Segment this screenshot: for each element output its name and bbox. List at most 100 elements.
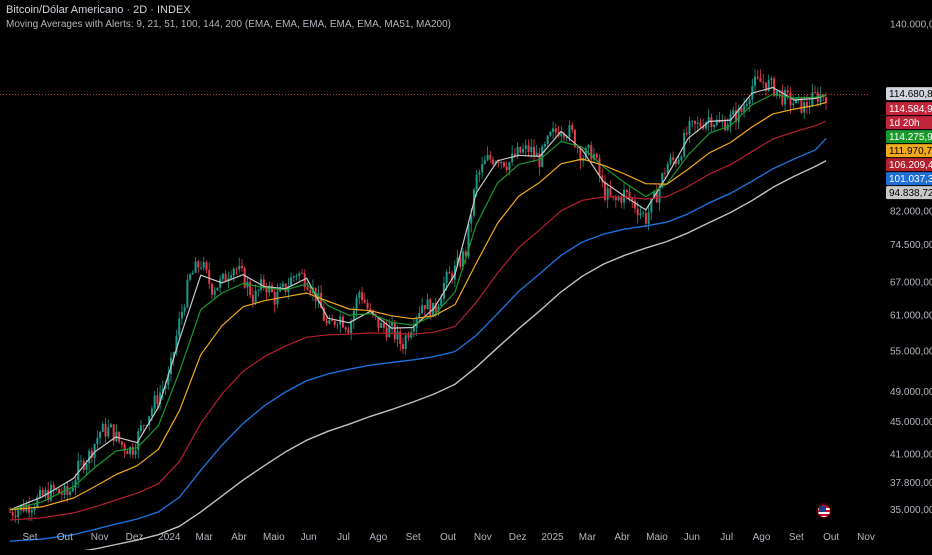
candle-body bbox=[336, 324, 339, 326]
candle-body bbox=[407, 335, 410, 338]
candle-body bbox=[603, 181, 606, 200]
x-tick-label: Jul bbox=[337, 532, 350, 543]
ma-line-ema51 bbox=[9, 101, 827, 511]
candle-body bbox=[134, 450, 137, 455]
price-badge[interactable]: 94.838,72 bbox=[886, 186, 932, 199]
indicator-legend[interactable]: Moving Averages with Alerts: 9, 21, 51, … bbox=[6, 19, 452, 30]
candle-body bbox=[511, 153, 514, 163]
y-tick-label: 140.000,00 bbox=[890, 19, 932, 30]
candle-body bbox=[382, 323, 385, 328]
candle-body bbox=[710, 117, 713, 128]
ma-line-ema9 bbox=[9, 86, 827, 511]
price-badge[interactable]: 114.584,91 bbox=[886, 102, 932, 115]
candle-body bbox=[331, 320, 334, 322]
price-badge[interactable]: 114.275,94 bbox=[886, 130, 932, 143]
candle-body bbox=[584, 148, 587, 159]
candle-body bbox=[593, 153, 596, 160]
x-tick-label: Nov bbox=[91, 532, 109, 543]
ma-line-ma200 bbox=[42, 160, 827, 555]
candle-body bbox=[546, 135, 549, 144]
candle-body bbox=[361, 292, 364, 301]
candle-body bbox=[322, 308, 325, 321]
price-badge-label: 101.037,36 bbox=[889, 174, 932, 185]
candle-body bbox=[156, 395, 159, 405]
candle-body bbox=[120, 441, 123, 445]
candle-body bbox=[601, 175, 604, 182]
candle-body bbox=[606, 188, 609, 200]
candle-body bbox=[66, 486, 69, 495]
candle-body bbox=[320, 292, 323, 309]
symbol-title[interactable]: Bitcoin/Dólar Americano · 2D · INDEX bbox=[6, 4, 191, 16]
candle-body bbox=[421, 305, 424, 314]
candle-body bbox=[805, 102, 808, 108]
candle-body bbox=[653, 191, 656, 199]
us-flag-icon[interactable] bbox=[816, 503, 832, 519]
candle-body bbox=[112, 424, 115, 442]
candle-body bbox=[423, 305, 426, 310]
candle-body bbox=[178, 318, 181, 336]
y-tick-label: 49.000,00 bbox=[890, 387, 932, 398]
candle-body bbox=[391, 322, 394, 326]
candle-body bbox=[325, 320, 328, 324]
x-tick-label: Jun bbox=[684, 532, 700, 543]
candle-body bbox=[180, 311, 183, 319]
candle-body bbox=[625, 189, 628, 193]
candle-body bbox=[205, 262, 208, 270]
candle-body bbox=[789, 92, 792, 106]
candle-body bbox=[44, 489, 47, 496]
x-tick-label: Nov bbox=[474, 532, 492, 543]
candle-body bbox=[429, 299, 432, 318]
candle-body bbox=[139, 425, 142, 432]
candle-body bbox=[470, 215, 473, 224]
candle-body bbox=[762, 81, 765, 83]
candle-body bbox=[385, 327, 388, 338]
candle-body bbox=[617, 197, 620, 201]
candle-body bbox=[254, 290, 257, 303]
price-badge[interactable]: 111.970,76 bbox=[886, 144, 932, 157]
price-badge-label: 1d 20h bbox=[889, 118, 920, 129]
price-badge[interactable]: 101.037,36 bbox=[886, 172, 932, 185]
candle-body bbox=[298, 273, 301, 276]
candle-body bbox=[535, 153, 538, 156]
candle-body bbox=[636, 208, 639, 216]
candle-body bbox=[344, 327, 347, 330]
price-badge[interactable]: 114.680,89 bbox=[886, 87, 932, 100]
candle-body bbox=[363, 300, 366, 303]
price-badge-bg bbox=[886, 87, 932, 101]
candle-body bbox=[500, 161, 503, 164]
candle-body bbox=[620, 197, 623, 203]
chart-header: Bitcoin/Dólar Americano · 2D · INDEX Mov… bbox=[6, 3, 451, 32]
candle-body bbox=[290, 277, 293, 287]
candle-body bbox=[677, 159, 680, 164]
candle-body bbox=[172, 352, 175, 358]
candle-body bbox=[672, 157, 675, 160]
candle-body bbox=[189, 274, 192, 280]
x-tick-label: Abr bbox=[614, 532, 630, 543]
candle-body bbox=[77, 461, 80, 481]
price-badge-bg bbox=[886, 158, 932, 172]
candle-body bbox=[483, 160, 486, 165]
price-badge[interactable]: 1d 20h bbox=[886, 116, 932, 129]
candle-body bbox=[800, 96, 803, 113]
y-tick-label: 41.000,00 bbox=[890, 449, 932, 460]
candle-body bbox=[568, 125, 571, 138]
candle-body bbox=[281, 283, 284, 287]
candle-body bbox=[221, 273, 224, 280]
price-badge-bg bbox=[886, 130, 932, 144]
candle-body bbox=[696, 122, 699, 124]
candle-body bbox=[230, 275, 233, 279]
candle-body bbox=[90, 450, 93, 458]
price-badge[interactable]: 106.209,45 bbox=[886, 158, 932, 171]
candle-body bbox=[573, 130, 576, 148]
candle-body bbox=[808, 106, 811, 108]
candle-body bbox=[36, 496, 39, 508]
candle-body bbox=[232, 268, 235, 276]
candle-body bbox=[502, 161, 505, 167]
candle-body bbox=[238, 265, 241, 270]
candle-body bbox=[560, 133, 563, 137]
candle-body bbox=[549, 131, 552, 136]
candle-body bbox=[644, 212, 647, 224]
candle-body bbox=[52, 484, 55, 489]
